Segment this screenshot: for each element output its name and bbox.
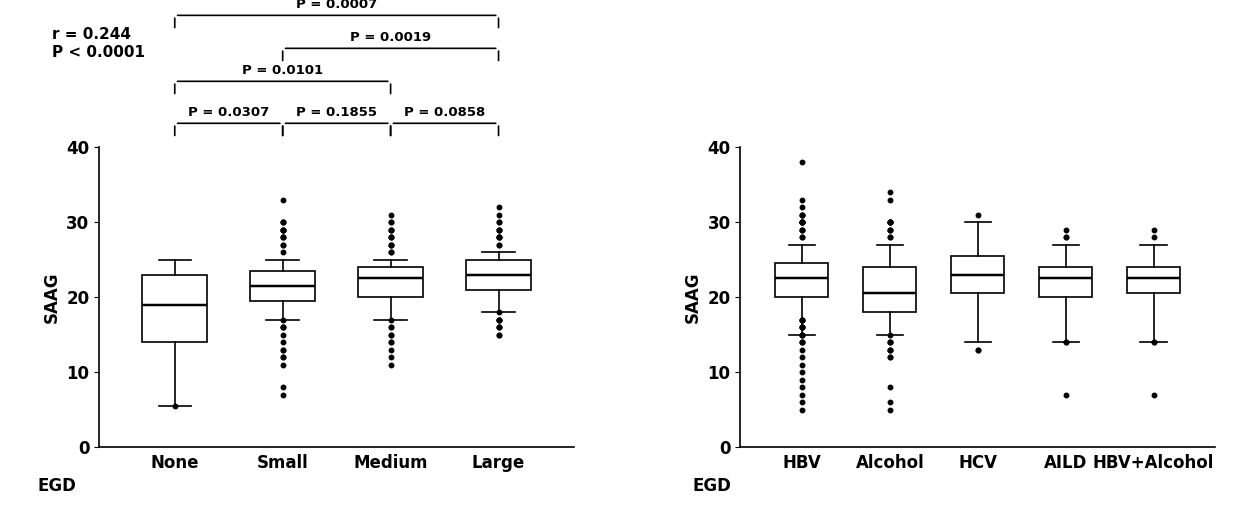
Y-axis label: SAAG: SAAG: [684, 271, 702, 323]
Y-axis label: SAAG: SAAG: [43, 271, 61, 323]
Text: P = 0.1855: P = 0.1855: [296, 106, 377, 119]
Text: P = 0.0858: P = 0.0858: [404, 106, 485, 119]
PathPatch shape: [143, 275, 207, 342]
Text: r = 0.244
P < 0.0001: r = 0.244 P < 0.0001: [52, 27, 145, 60]
Text: P = 0.0019: P = 0.0019: [350, 31, 432, 44]
Text: P = 0.0101: P = 0.0101: [242, 64, 324, 77]
PathPatch shape: [951, 256, 1004, 294]
PathPatch shape: [1039, 267, 1092, 297]
PathPatch shape: [358, 267, 423, 297]
PathPatch shape: [466, 260, 531, 290]
Text: EGD: EGD: [693, 477, 732, 495]
PathPatch shape: [250, 271, 315, 301]
PathPatch shape: [863, 267, 916, 312]
Text: P = 0.0307: P = 0.0307: [188, 106, 269, 119]
Text: P = 0.0007: P = 0.0007: [296, 0, 377, 11]
PathPatch shape: [775, 264, 828, 297]
PathPatch shape: [1127, 267, 1180, 294]
Text: EGD: EGD: [37, 477, 77, 495]
